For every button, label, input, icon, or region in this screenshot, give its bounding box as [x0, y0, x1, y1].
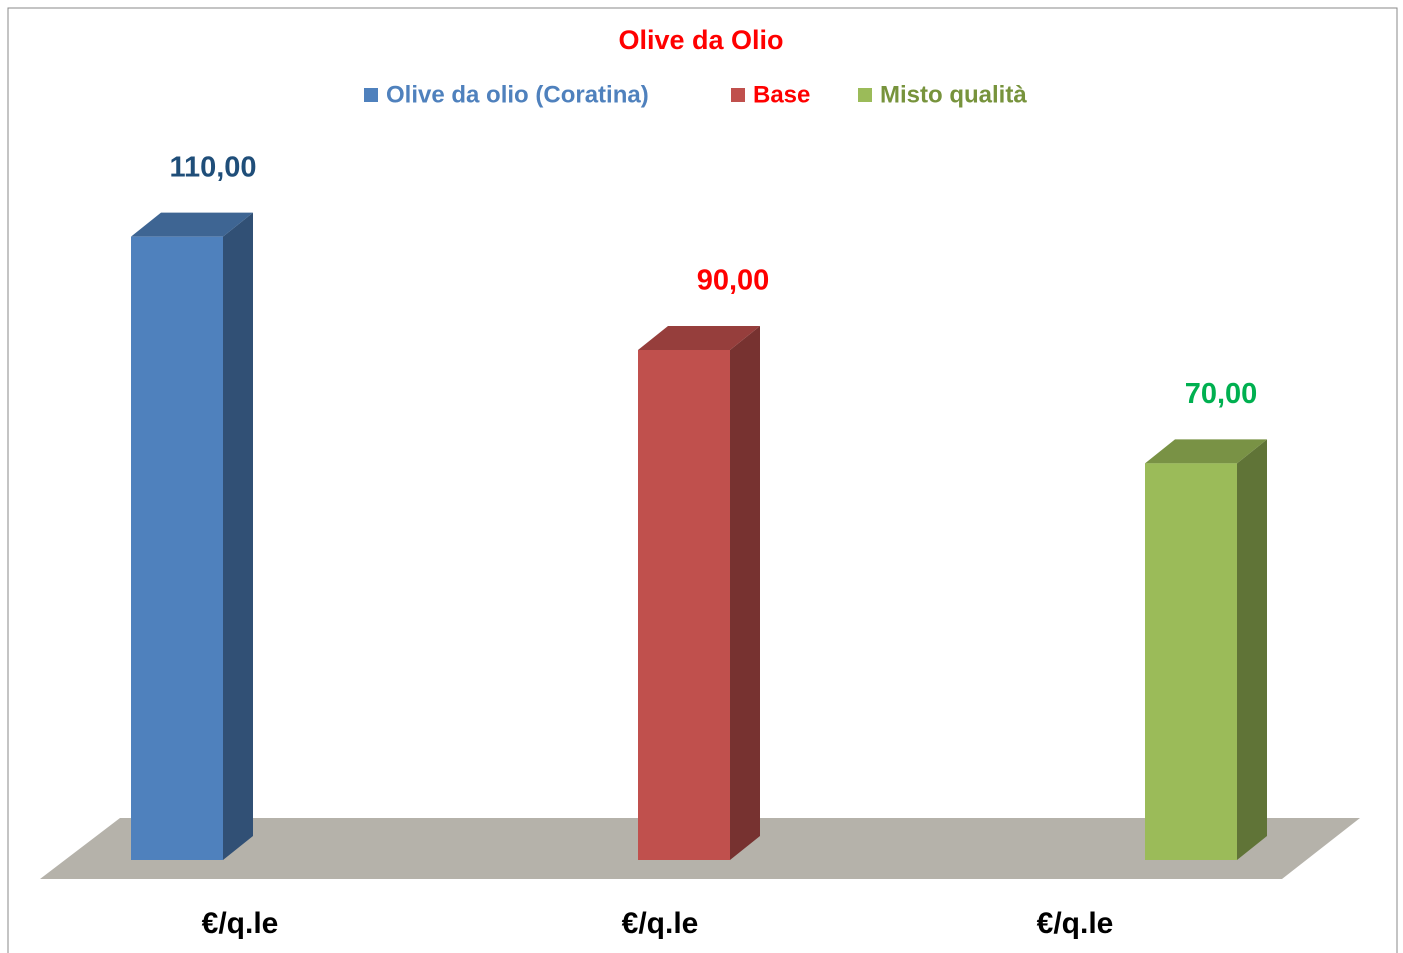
bar-face — [223, 212, 253, 860]
bar-face — [638, 350, 730, 860]
bar-face — [1145, 439, 1267, 464]
x-tick-label: €/q.le — [1037, 907, 1114, 940]
chart-title: Olive da Olio — [618, 25, 783, 55]
bar-face — [131, 212, 253, 237]
bar-face — [131, 236, 223, 860]
bar-face — [730, 326, 760, 860]
x-tick-label: €/q.le — [622, 907, 699, 940]
bar-face — [638, 326, 760, 350]
bar-face — [1237, 439, 1267, 860]
value-label: 90,00 — [697, 265, 770, 297]
legend-label: Misto qualità — [880, 81, 1027, 108]
legend-swatch — [731, 88, 745, 102]
legend-label: Olive da olio (Coratina) — [386, 81, 649, 108]
legend-swatch — [364, 88, 378, 102]
legend-label: Base — [753, 81, 810, 108]
value-label: 110,00 — [169, 151, 256, 183]
value-label: 70,00 — [1185, 378, 1258, 410]
bar-face — [1145, 463, 1237, 860]
bar — [1145, 439, 1267, 860]
bar — [638, 326, 760, 860]
x-tick-label: €/q.le — [202, 907, 279, 940]
legend-swatch — [858, 88, 872, 102]
bar — [131, 212, 253, 860]
